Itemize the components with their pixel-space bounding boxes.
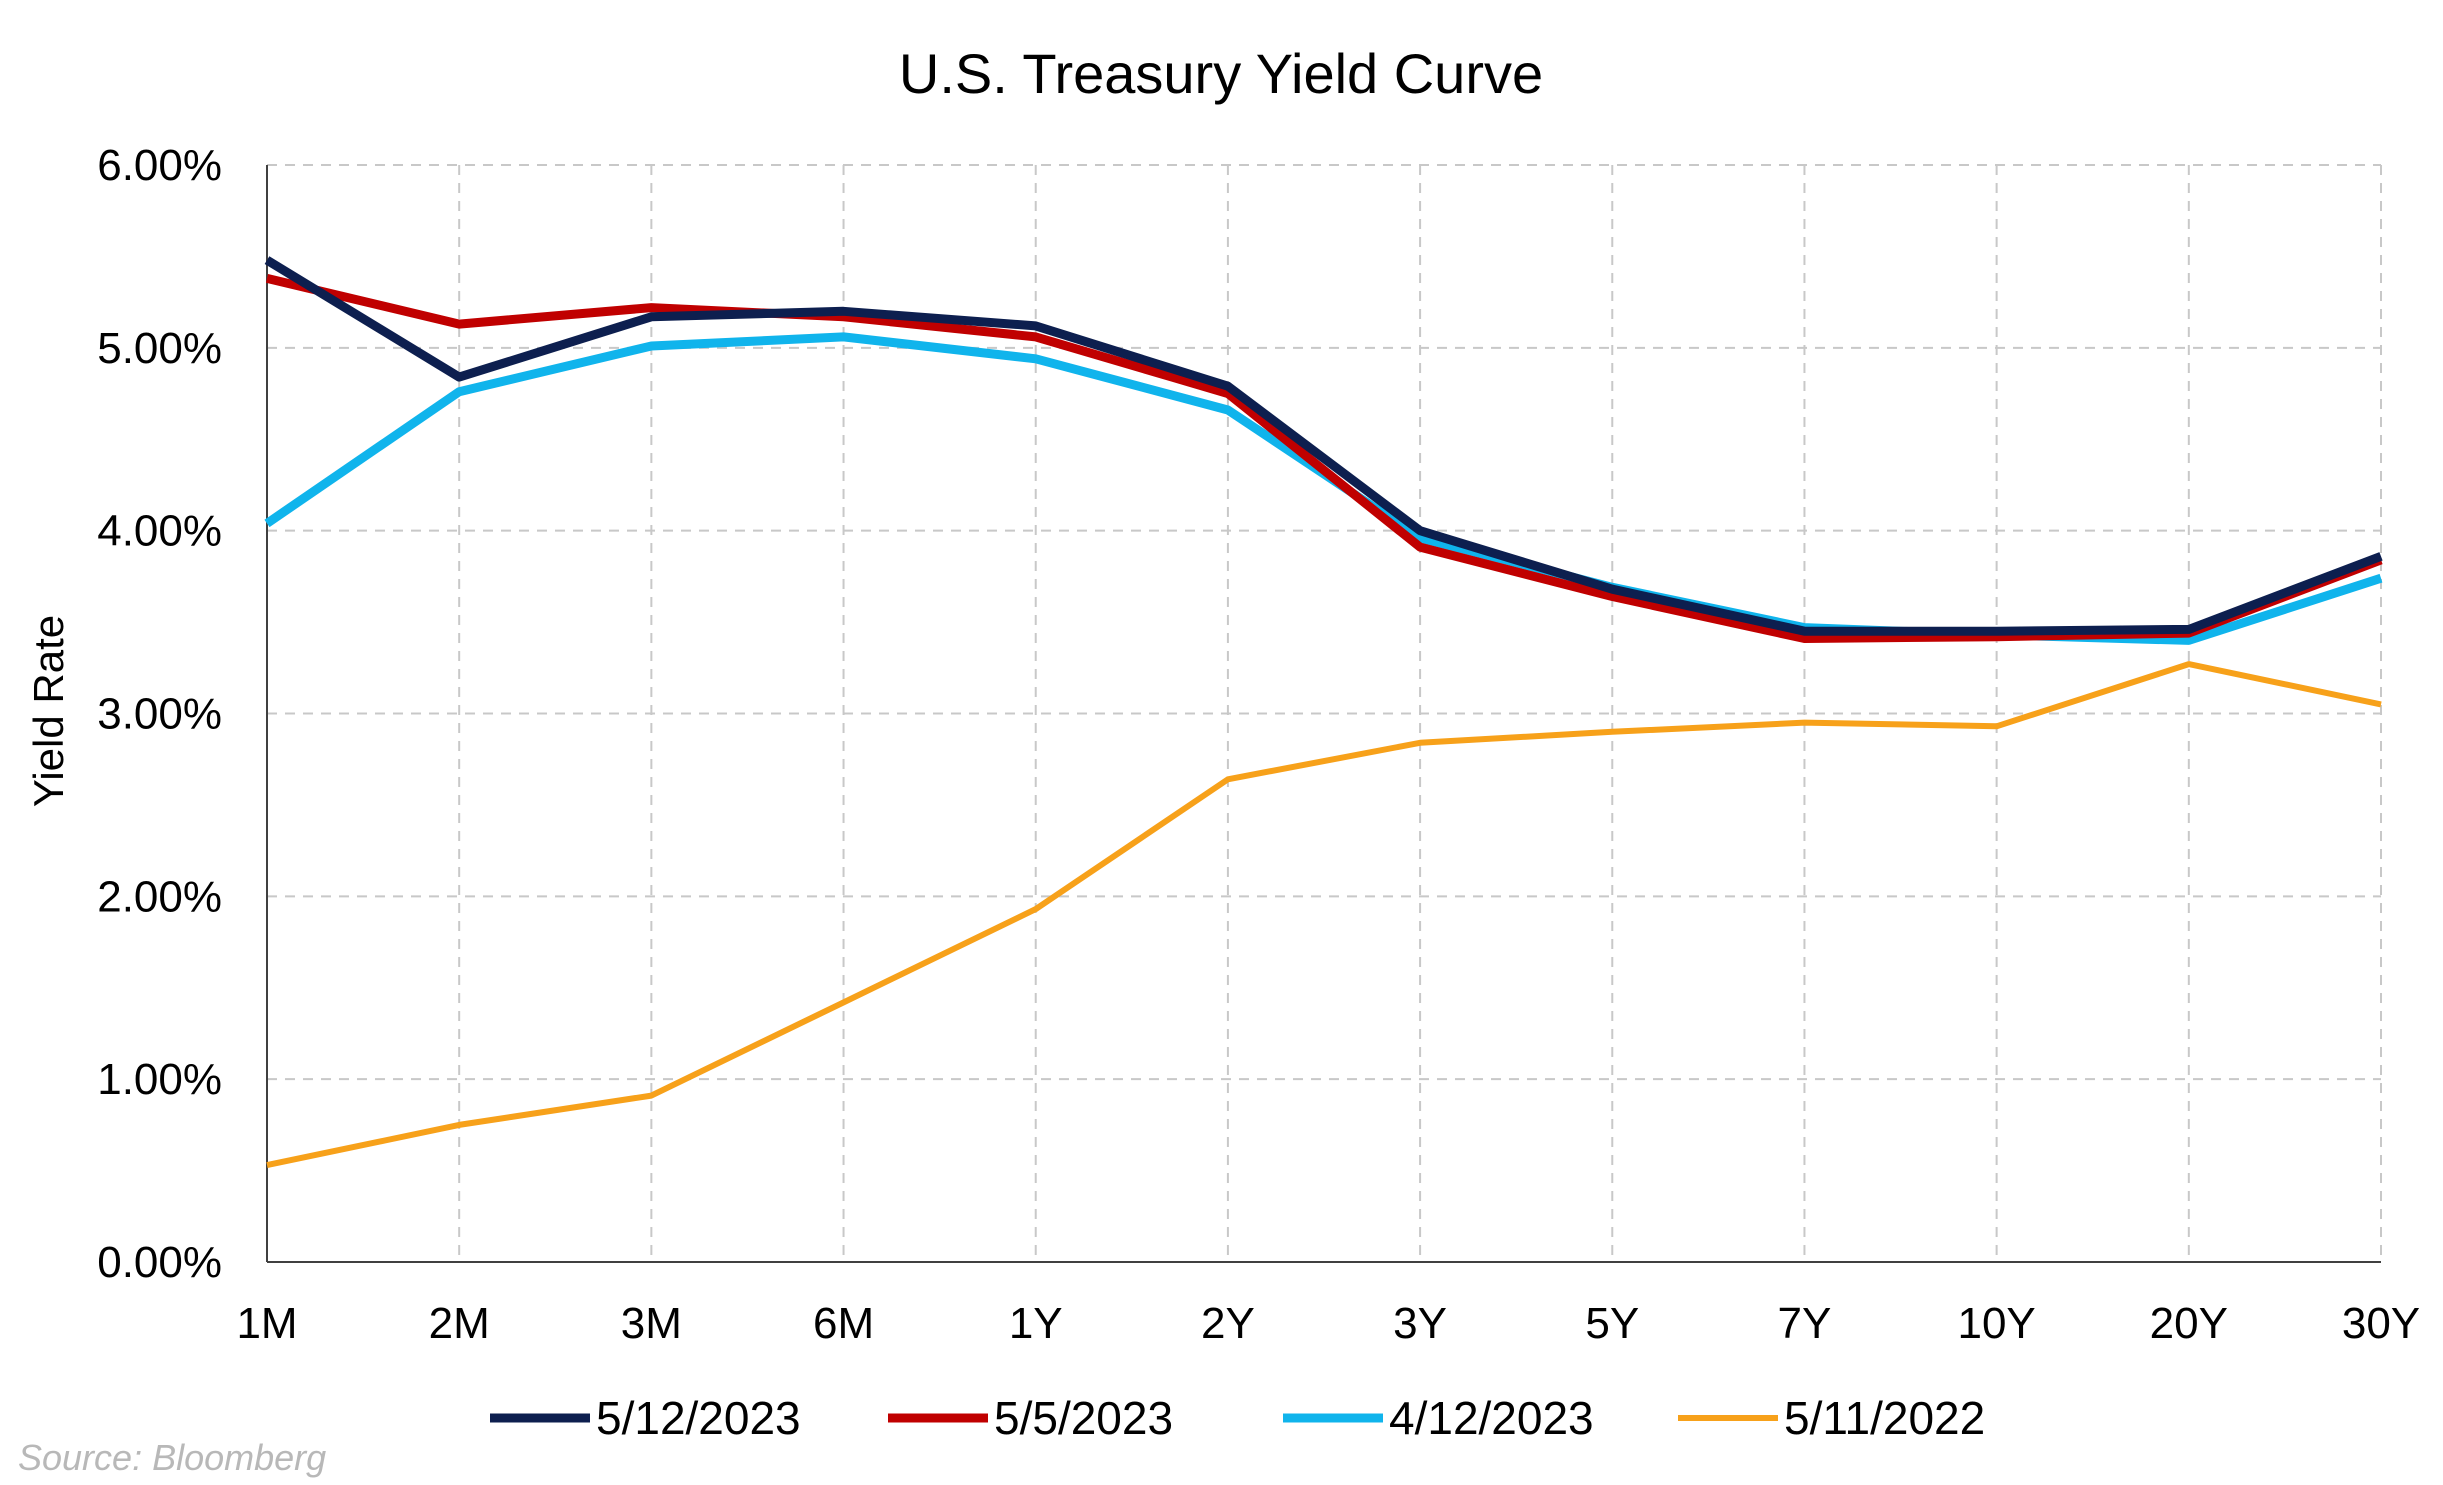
y-tick-label: 5.00% <box>97 324 222 373</box>
y-tick-label: 1.00% <box>97 1055 222 1104</box>
x-tick-label: 30Y <box>2342 1299 2420 1348</box>
x-tick-label: 2Y <box>1201 1299 1255 1348</box>
y-tick-label: 0.00% <box>97 1238 222 1287</box>
y-tick-label: 2.00% <box>97 872 222 921</box>
legend-label-2: 4/12/2023 <box>1389 1392 1594 1444</box>
y-tick-labels: 0.00% 1.00% 2.00% 3.00% 4.00% 5.00% 6.00% <box>97 141 222 1287</box>
source-note: Source: Bloomberg <box>18 1437 326 1478</box>
y-tick-label: 4.00% <box>97 507 222 556</box>
series-line-3 <box>266 661 2382 1169</box>
x-tick-label: 5Y <box>1585 1299 1639 1348</box>
chart-title: U.S. Treasury Yield Curve <box>899 42 1543 105</box>
legend-label-1: 5/5/2023 <box>994 1392 1173 1444</box>
legend-label-0: 5/12/2023 <box>596 1392 801 1444</box>
x-tick-label: 20Y <box>2150 1299 2228 1348</box>
series-lines <box>264 256 2383 1169</box>
x-tick-label: 10Y <box>1957 1299 2035 1348</box>
y-axis-label: Yield Rate <box>25 615 72 807</box>
x-tick-label: 3M <box>621 1299 682 1348</box>
axes <box>266 165 2381 1263</box>
x-tick-label: 7Y <box>1778 1299 1832 1348</box>
grid-lines <box>267 164 2382 1262</box>
series-line-1 <box>265 274 2383 643</box>
series-line-0 <box>264 256 2383 636</box>
y-tick-label: 6.00% <box>97 141 222 190</box>
x-tick-label: 1M <box>236 1299 297 1348</box>
series-line-2 <box>264 332 2383 645</box>
legend-label-3: 5/11/2022 <box>1784 1392 1985 1444</box>
x-tick-label: 6M <box>813 1299 874 1348</box>
x-tick-label: 3Y <box>1393 1299 1447 1348</box>
legend: 5/12/2023 5/5/2023 4/12/2023 5/11/2022 <box>490 1392 1985 1444</box>
x-tick-label: 1Y <box>1009 1299 1063 1348</box>
x-tick-label: 2M <box>429 1299 490 1348</box>
x-tick-labels: 1M 2M 3M 6M 1Y 2Y 3Y 5Y 7Y 10Y 20Y 30Y <box>236 1299 2420 1348</box>
y-tick-label: 3.00% <box>97 690 222 739</box>
